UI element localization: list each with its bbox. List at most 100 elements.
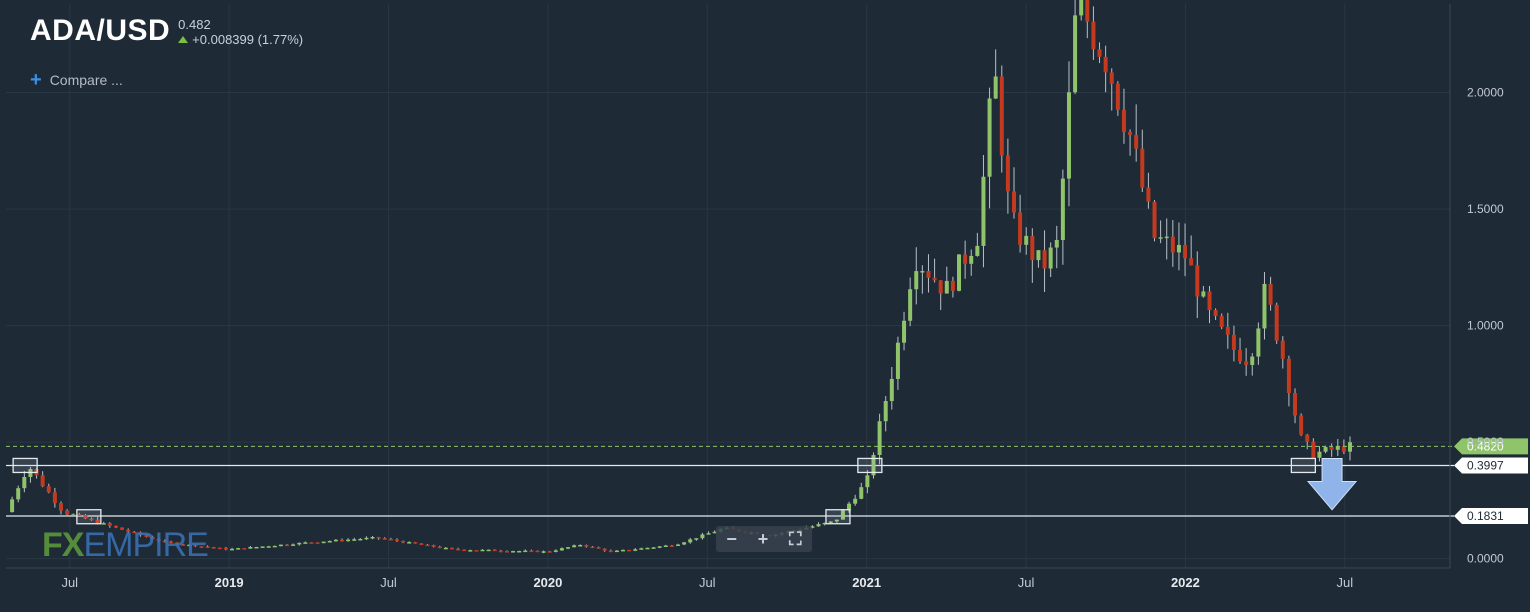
candle-body — [1311, 441, 1316, 458]
candle-body — [1140, 148, 1145, 188]
candle-body — [285, 544, 290, 547]
chart-header: ADA/USD 0.482 +0.008399 (1.77%) — [30, 14, 303, 48]
highlight-box — [1290, 457, 1317, 474]
candle-body — [1317, 451, 1322, 458]
candle-body — [278, 544, 283, 547]
candle-body — [254, 546, 259, 549]
highlight-box — [857, 457, 883, 474]
candle-body — [1158, 237, 1163, 239]
candle-body — [1030, 235, 1035, 261]
candle-body — [498, 550, 503, 553]
candle-body — [340, 539, 345, 542]
candle-body — [364, 537, 369, 540]
candle-body — [529, 550, 534, 553]
candle-body — [602, 548, 607, 551]
candle-body — [517, 550, 522, 553]
candle-body — [71, 514, 76, 516]
candle-body — [566, 547, 571, 549]
candle-body — [382, 538, 387, 540]
candle-body — [1244, 361, 1249, 365]
candle-body — [89, 518, 94, 521]
candle-body — [822, 522, 827, 525]
candle-body — [944, 280, 949, 294]
candle-body — [676, 544, 681, 547]
candle-body — [657, 546, 662, 548]
candle-body — [999, 76, 1004, 156]
candle-body — [572, 545, 577, 548]
candle-body — [205, 546, 210, 548]
candle-body — [1299, 415, 1304, 435]
candle-body — [297, 542, 302, 545]
candle-body — [321, 541, 326, 544]
candle-body — [352, 539, 357, 541]
candle-body — [1018, 212, 1023, 245]
candle-body — [914, 271, 919, 290]
fxempire-logo: FXEMPIRE — [42, 526, 209, 565]
candle-body — [486, 549, 491, 552]
quote-block: 0.482 +0.008399 (1.77%) — [178, 17, 303, 47]
x-tick-label: 2022 — [1171, 575, 1200, 590]
candle-body — [52, 492, 57, 504]
candle-body — [65, 510, 70, 515]
candle-body — [113, 525, 118, 528]
candle-body — [950, 280, 955, 291]
candle-body — [889, 378, 894, 401]
candle-body — [920, 271, 925, 273]
candle-body — [266, 546, 271, 548]
candle-body — [688, 539, 693, 543]
compare-button[interactable]: + Compare ... — [30, 70, 123, 90]
candle-body — [700, 534, 705, 539]
candle-body — [553, 550, 558, 552]
candle-body — [1048, 247, 1053, 269]
x-tick-label: 2021 — [852, 575, 881, 590]
candle-body — [584, 545, 589, 547]
candle-body — [175, 542, 180, 545]
candle-body — [132, 531, 137, 534]
compare-label: Compare ... — [49, 72, 123, 88]
candle-body — [211, 547, 216, 549]
candle-body — [877, 421, 882, 455]
y-tick-label: 1.5000 — [1467, 202, 1504, 216]
candle-body — [168, 541, 173, 544]
candle-body — [926, 271, 931, 278]
candle-body — [474, 550, 479, 552]
candle-body — [1085, 0, 1090, 22]
candle-body — [1091, 21, 1096, 50]
price-change-value: +0.008399 (1.77%) — [192, 32, 304, 47]
candle-body — [511, 551, 516, 553]
candle-body — [1183, 244, 1188, 259]
candle-body — [138, 532, 143, 536]
chart-axes: 0.0000 0.5000 1.0000 1.5000 2.0000 Jul 2019 Jul… — [6, 4, 1504, 590]
fullscreen-icon[interactable]: ⛶ — [788, 528, 802, 549]
candle-body — [449, 547, 454, 550]
highlight-box — [76, 509, 102, 525]
candle-body — [462, 549, 467, 552]
candle-body — [1262, 283, 1267, 329]
zoom-in-button[interactable]: + — [757, 528, 769, 549]
candle-body — [456, 548, 461, 551]
candle-body — [1213, 310, 1218, 316]
logo-fx: FX — [42, 526, 84, 564]
candle-body — [694, 538, 699, 540]
candle-body — [1005, 155, 1010, 192]
candle-body — [902, 320, 907, 343]
candle-body — [895, 342, 900, 379]
candle-body — [46, 486, 51, 493]
candle-body — [669, 545, 674, 548]
candle-body — [627, 549, 632, 552]
candle-body — [407, 542, 412, 544]
candle-body — [315, 542, 320, 544]
level-price-tag — [1454, 508, 1528, 525]
candle-body — [865, 475, 870, 488]
x-tick-label: 2020 — [533, 575, 562, 590]
candle-body — [596, 547, 601, 549]
candle-body — [1042, 250, 1047, 269]
last-price-tag-label: 0.4820 — [1467, 439, 1504, 453]
candle-body — [1268, 283, 1273, 305]
candle-body — [346, 539, 351, 542]
zoom-out-button[interactable]: − — [726, 528, 737, 549]
candle-body — [1280, 340, 1285, 359]
candle-body — [10, 499, 15, 513]
candle-body — [272, 545, 277, 548]
